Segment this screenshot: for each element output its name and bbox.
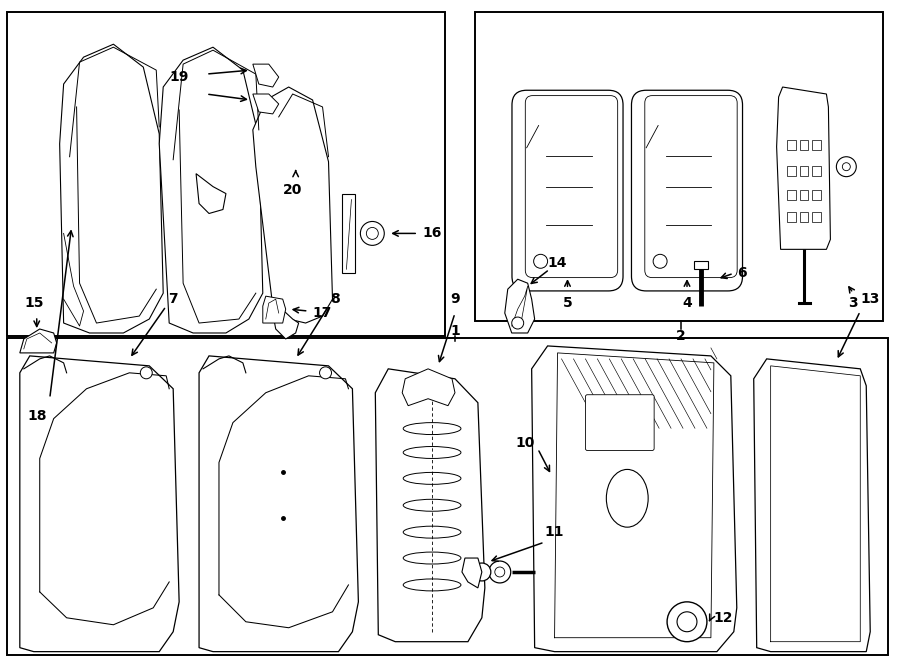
- Ellipse shape: [607, 469, 648, 527]
- Text: 19: 19: [169, 70, 189, 84]
- Text: 13: 13: [860, 292, 880, 306]
- Polygon shape: [462, 558, 482, 588]
- Bar: [787, 166, 796, 176]
- FancyBboxPatch shape: [585, 395, 654, 451]
- Text: 4: 4: [682, 296, 692, 310]
- Bar: [799, 166, 808, 176]
- Circle shape: [512, 317, 524, 329]
- Polygon shape: [753, 359, 870, 652]
- Text: 16: 16: [422, 227, 442, 241]
- Circle shape: [320, 367, 331, 379]
- Text: 7: 7: [168, 292, 178, 306]
- Bar: [813, 166, 822, 176]
- Polygon shape: [253, 64, 279, 87]
- FancyBboxPatch shape: [632, 91, 742, 291]
- FancyBboxPatch shape: [512, 91, 623, 291]
- Bar: [813, 212, 822, 223]
- Bar: [799, 140, 808, 150]
- Text: 20: 20: [283, 182, 302, 196]
- Text: 11: 11: [544, 525, 564, 539]
- Polygon shape: [343, 194, 356, 273]
- Text: 10: 10: [516, 436, 535, 449]
- Bar: [787, 212, 796, 223]
- Polygon shape: [20, 356, 179, 652]
- Circle shape: [653, 254, 667, 268]
- Text: 14: 14: [547, 256, 567, 270]
- Polygon shape: [263, 296, 285, 323]
- Bar: [813, 190, 822, 200]
- Text: 2: 2: [676, 329, 686, 343]
- Ellipse shape: [403, 499, 461, 511]
- Polygon shape: [59, 44, 163, 333]
- Circle shape: [836, 157, 856, 176]
- Circle shape: [360, 221, 384, 245]
- Text: 1: 1: [450, 324, 460, 338]
- Text: 9: 9: [450, 292, 460, 306]
- Polygon shape: [273, 306, 299, 339]
- Circle shape: [472, 563, 490, 581]
- Bar: [799, 190, 808, 200]
- Bar: [813, 140, 822, 150]
- Circle shape: [366, 227, 378, 239]
- Bar: [475, 13, 883, 321]
- Bar: [7, 13, 445, 336]
- Ellipse shape: [403, 473, 461, 485]
- Circle shape: [667, 602, 706, 642]
- Text: 15: 15: [24, 296, 43, 310]
- Bar: [7, 338, 888, 654]
- Bar: [787, 190, 796, 200]
- Text: 3: 3: [849, 296, 858, 310]
- Circle shape: [534, 254, 547, 268]
- Ellipse shape: [403, 526, 461, 538]
- Circle shape: [495, 567, 505, 577]
- Ellipse shape: [403, 552, 461, 564]
- Bar: [694, 261, 708, 269]
- Polygon shape: [532, 346, 737, 652]
- Polygon shape: [199, 356, 358, 652]
- Ellipse shape: [403, 422, 461, 434]
- Polygon shape: [402, 369, 455, 406]
- Bar: [799, 212, 808, 223]
- Text: 12: 12: [714, 611, 734, 625]
- Text: 18: 18: [27, 408, 47, 422]
- Polygon shape: [196, 174, 226, 214]
- Bar: [787, 140, 796, 150]
- Polygon shape: [375, 369, 485, 642]
- Text: 5: 5: [562, 296, 572, 310]
- Circle shape: [842, 163, 850, 171]
- Polygon shape: [20, 329, 57, 353]
- Circle shape: [140, 367, 152, 379]
- Polygon shape: [159, 47, 263, 333]
- Text: 17: 17: [312, 306, 332, 320]
- Polygon shape: [505, 279, 535, 333]
- Text: 8: 8: [330, 292, 340, 306]
- Ellipse shape: [403, 579, 461, 591]
- Text: 6: 6: [737, 266, 746, 280]
- Polygon shape: [253, 87, 332, 323]
- Circle shape: [677, 612, 697, 632]
- Circle shape: [489, 561, 510, 583]
- Polygon shape: [777, 87, 831, 249]
- Ellipse shape: [403, 447, 461, 459]
- Polygon shape: [253, 94, 279, 114]
